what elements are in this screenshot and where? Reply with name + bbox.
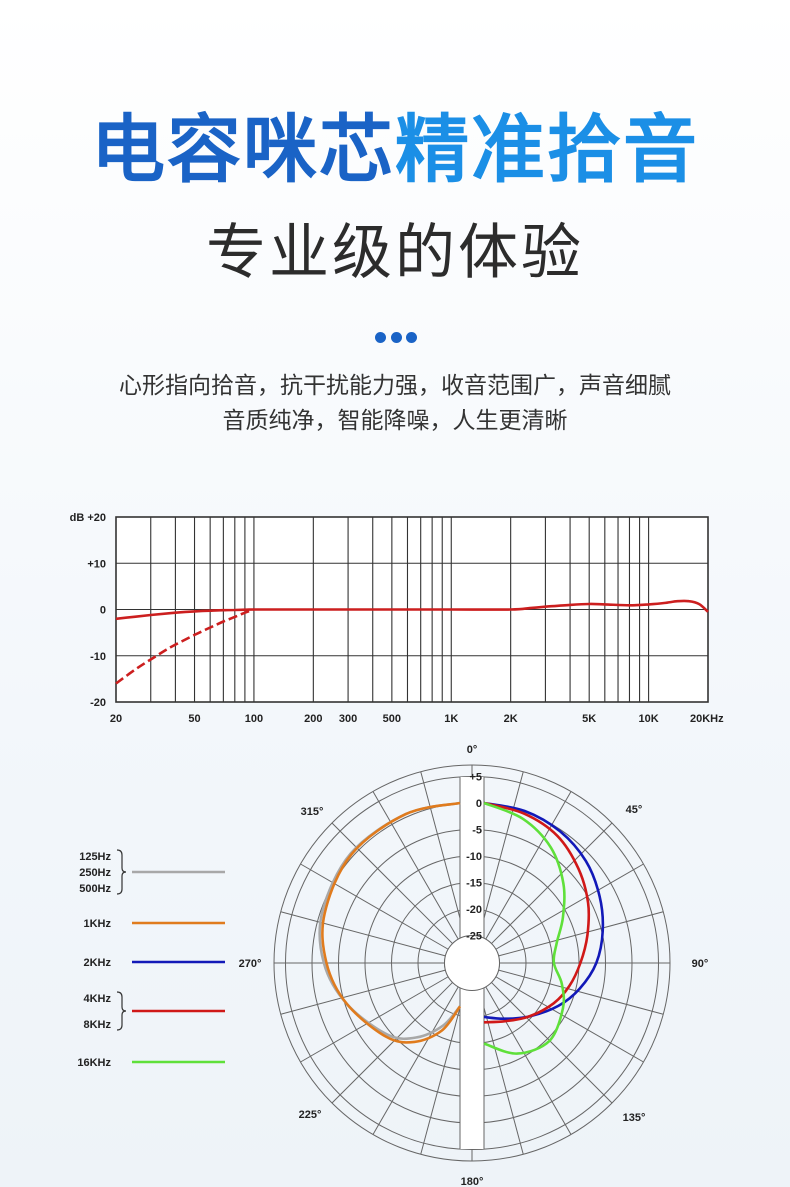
- x-tick-label: 500: [383, 713, 401, 725]
- dot: [406, 332, 417, 343]
- x-tick-label: 200: [304, 713, 322, 725]
- polar-ring-label: -20: [466, 904, 482, 916]
- dot: [390, 332, 402, 343]
- polar-spoke: [485, 791, 572, 940]
- polar-spoke: [280, 969, 446, 1015]
- y-grid: [116, 516, 708, 703]
- x-tick-label: 20: [110, 713, 122, 725]
- polar-spoke: [300, 863, 449, 950]
- polar-curve-16khz: [483, 801, 566, 1055]
- frequency-response-chart: dB +20 +10 0 -10 -20 20 50 100 200 300 500 1K 2K 5K 10…: [70, 512, 725, 725]
- polar-angle-label: 180°: [461, 1176, 484, 1187]
- polar-angle-label: 270°: [239, 958, 262, 970]
- polar-spoke: [491, 822, 613, 944]
- legend-bracket: [116, 991, 127, 1031]
- polar-spoke: [491, 982, 613, 1104]
- polar-ring-label: 0: [476, 798, 482, 810]
- polar-ring-label: -10: [466, 851, 482, 863]
- polar-curve-1khz: [321, 801, 462, 1044]
- x-tick-label: 20KHz: [690, 713, 724, 725]
- polar-spoke: [420, 989, 466, 1155]
- polar-spoke: [331, 982, 453, 1104]
- x-tick-label: 1K: [444, 713, 458, 725]
- y-tick-label: -20: [90, 697, 106, 709]
- title-part2: 精准拾音: [395, 107, 699, 193]
- x-tick-label: 5K: [582, 713, 596, 725]
- response-curve-flat: [115, 599, 709, 621]
- polar-spoke: [495, 863, 644, 950]
- polar-curve-4khz: [483, 801, 591, 1024]
- legend-label: 2KHz: [83, 957, 111, 969]
- x-tick-label: 300: [339, 713, 357, 725]
- x-tick-label: 100: [245, 713, 263, 725]
- dot: [375, 332, 386, 343]
- y-tick-label: 0: [100, 605, 106, 617]
- legend-label: 1KHz: [83, 918, 111, 930]
- legend-label: 250Hz: [79, 867, 111, 879]
- polar-spoke: [495, 976, 644, 1063]
- x-tick-label: 10K: [639, 713, 659, 725]
- page-title: 电容咪芯精准拾音: [0, 100, 790, 200]
- polar-angle-label: 45°: [626, 804, 643, 816]
- polar-angle-label: 0°: [467, 744, 478, 756]
- polar-ring-label: -25: [466, 931, 482, 943]
- polar-ring-label: -5: [472, 825, 482, 837]
- legend-label: 4KHz: [83, 993, 111, 1005]
- legend-label: 500Hz: [79, 883, 111, 895]
- polar-ring-label: -15: [466, 878, 482, 890]
- polar-spoke: [331, 822, 453, 944]
- polar-spoke: [478, 771, 524, 937]
- polar-spoke: [280, 911, 446, 957]
- description-line-1: 心形指向拾音，抗干扰能力强，收音范围广，声音细腻: [119, 373, 671, 399]
- polar-spoke: [485, 986, 572, 1135]
- x-tick-label: 50: [188, 713, 200, 725]
- legend-label: 16KHz: [77, 1057, 111, 1069]
- polar-angle-label: 225°: [299, 1109, 322, 1121]
- page-subtitle: 专业级的体验: [206, 218, 584, 288]
- polar-spoke: [300, 976, 449, 1063]
- x-tick-label: 2K: [504, 713, 518, 725]
- polar-spoke: [420, 771, 466, 937]
- polar-spoke: [372, 986, 459, 1135]
- legend-label: 8KHz: [83, 1019, 111, 1031]
- decorative-dots: [375, 332, 417, 344]
- y-tick-label: -10: [90, 651, 106, 663]
- legend-label: 125Hz: [79, 851, 111, 863]
- polar-angle-label: 315°: [301, 806, 324, 818]
- legend-bracket: [116, 849, 127, 895]
- response-curve-lowcut: [115, 608, 255, 685]
- polar-spoke: [498, 911, 664, 957]
- polar-spoke: [372, 791, 459, 940]
- y-tick-label: +10: [87, 558, 106, 570]
- title-part1: 电容咪芯: [91, 107, 395, 193]
- polar-angle-label: 135°: [623, 1112, 646, 1124]
- y-tick-label: dB +20: [70, 512, 106, 524]
- polar-angle-label: 90°: [692, 958, 709, 970]
- polar-center-circle: [444, 935, 500, 991]
- description-line-2: 音质纯净，智能降噪，人生更清晰: [222, 408, 568, 434]
- polar-spoke: [498, 969, 664, 1015]
- polar-ring-label: +5: [469, 772, 482, 784]
